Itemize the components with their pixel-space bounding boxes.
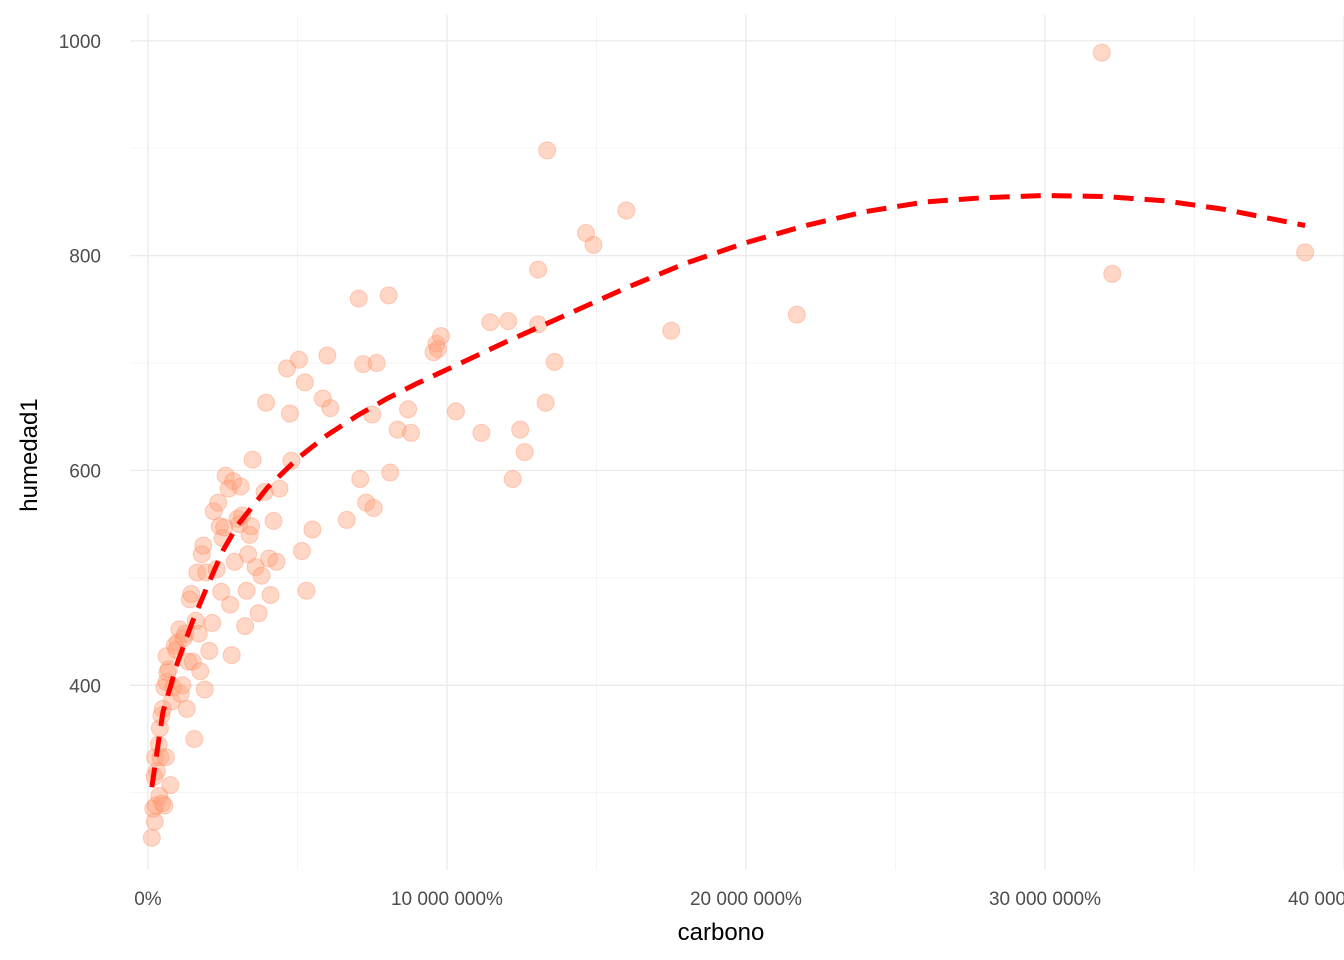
- scatter-point: [253, 567, 270, 584]
- scatter-point: [618, 202, 635, 219]
- scatter-point: [250, 605, 267, 622]
- scatter-point: [504, 471, 521, 488]
- scatter-point: [238, 582, 255, 599]
- scatter-point: [1093, 44, 1110, 61]
- scatter-point: [156, 797, 173, 814]
- scatter-point: [539, 142, 556, 159]
- scatter-point: [262, 587, 279, 604]
- scatter-point: [432, 328, 449, 345]
- scatter-point: [319, 347, 336, 364]
- scatter-point: [258, 394, 275, 411]
- scatter-point: [1297, 244, 1314, 261]
- scatter-point: [296, 374, 313, 391]
- x-tick-label: 30 000 000%: [989, 889, 1101, 910]
- scatter-point: [281, 405, 298, 422]
- scatter-point: [174, 677, 191, 694]
- scatter-point: [352, 471, 369, 488]
- scatter-point: [537, 394, 554, 411]
- scatter-point: [788, 306, 805, 323]
- scatter-point: [268, 553, 285, 570]
- scatter-point: [178, 700, 195, 717]
- scatter-point: [500, 313, 517, 330]
- x-tick-label: 0%: [134, 889, 162, 910]
- scatter-point: [512, 421, 529, 438]
- scatter-point: [223, 647, 240, 664]
- scatter-point: [322, 400, 339, 417]
- scatter-point: [293, 542, 310, 559]
- x-tick-label: 20 000 000%: [690, 889, 802, 910]
- scatter-point: [186, 730, 203, 747]
- scatter-point: [244, 451, 261, 468]
- scatter-point: [146, 813, 163, 830]
- x-tick-label: 10 000 000%: [391, 889, 503, 910]
- scatter-point: [265, 512, 282, 529]
- scatter-point: [380, 287, 397, 304]
- scatter-point: [546, 353, 563, 370]
- x-tick-label: 40 000 000%: [1288, 889, 1344, 910]
- scatter-point: [196, 681, 213, 698]
- scatter-point: [403, 424, 420, 441]
- scatter-point: [304, 521, 321, 538]
- scatter-point: [382, 464, 399, 481]
- scatter-point: [204, 614, 221, 631]
- scatter-point: [365, 500, 382, 517]
- scatter-point: [143, 829, 160, 846]
- y-tick-label: 400: [69, 676, 101, 697]
- scatter-point: [1104, 265, 1121, 282]
- scatter-point: [201, 642, 218, 659]
- scatter-point: [298, 582, 315, 599]
- scatter-point: [400, 401, 417, 418]
- scatter-point: [530, 261, 547, 278]
- scatter-point: [157, 749, 174, 766]
- scatter-points: [143, 44, 1313, 846]
- scatter-point: [183, 585, 200, 602]
- scatter-point: [585, 236, 602, 253]
- scatter-point: [516, 444, 533, 461]
- minor-gridlines: [130, 15, 1344, 870]
- y-axis-title: humedad1: [16, 398, 43, 511]
- scatter-point: [482, 314, 499, 331]
- scatter-point: [222, 596, 239, 613]
- scatter-point: [290, 351, 307, 368]
- scatter-point: [192, 663, 209, 680]
- x-axis-tick-labels: 0% 10 000 000% 20 000 000% 30 000 000% 40 00…: [134, 889, 1344, 910]
- scatter-point: [237, 618, 254, 635]
- y-tick-label: 600: [69, 461, 101, 482]
- scatter-point: [232, 478, 249, 495]
- scatter-point: [243, 518, 260, 535]
- scatter-point: [271, 480, 288, 497]
- x-axis-title: carbono: [678, 919, 765, 946]
- scatter-point: [162, 777, 179, 794]
- scatter-point: [338, 511, 355, 528]
- major-gridlines: [130, 15, 1344, 870]
- y-axis-tick-labels: 400 600 800 1000: [59, 32, 101, 697]
- scatter-point: [210, 494, 227, 511]
- fit-line: [152, 196, 1305, 788]
- scatter-point: [350, 290, 367, 307]
- fit-line-group: [152, 196, 1305, 788]
- y-tick-label: 1000: [59, 32, 101, 53]
- scatter-point: [447, 403, 464, 420]
- scatter-point: [195, 537, 212, 554]
- scatter-point: [473, 424, 490, 441]
- y-tick-label: 800: [69, 247, 101, 268]
- scatter-point: [368, 355, 385, 372]
- scatter-point: [663, 322, 680, 339]
